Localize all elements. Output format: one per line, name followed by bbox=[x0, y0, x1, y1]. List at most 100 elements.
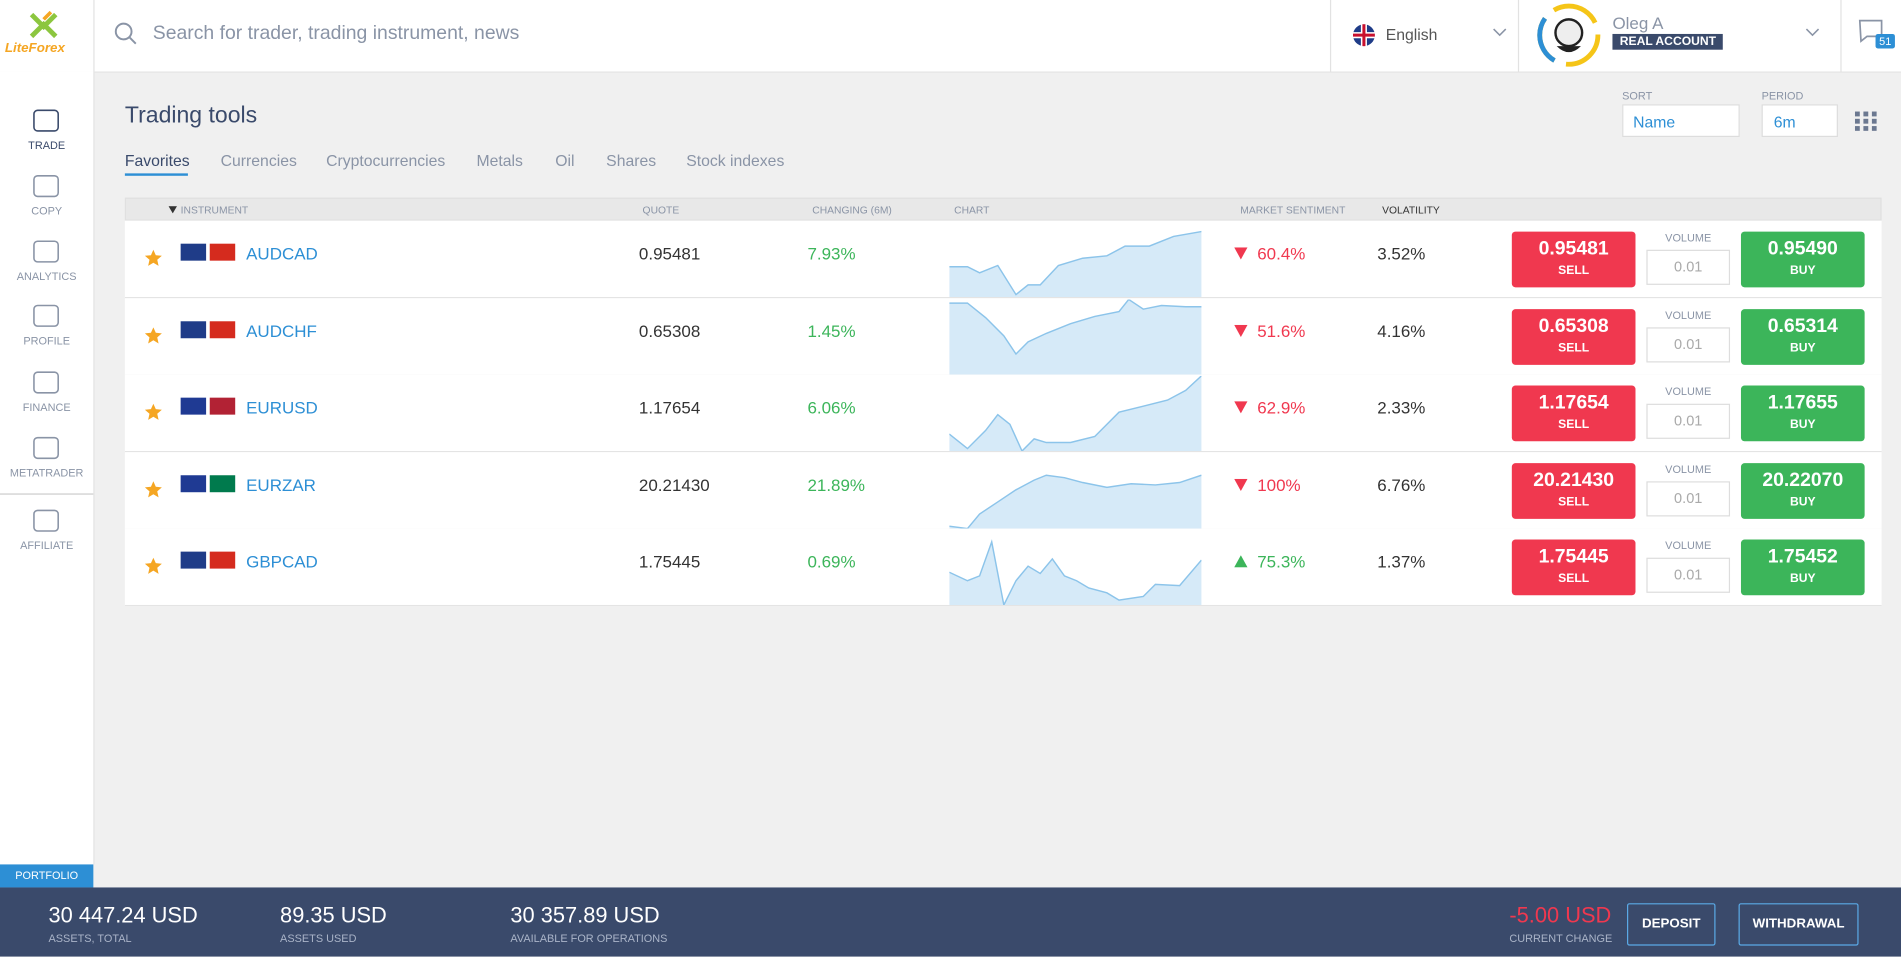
volume-label: VOLUME bbox=[1665, 462, 1712, 475]
user-name[interactable]: Oleg A bbox=[1612, 13, 1664, 33]
column-header: CHART bbox=[954, 203, 990, 216]
nav-icon bbox=[33, 175, 59, 198]
portfolio-tab[interactable]: PORTFOLIO bbox=[0, 864, 94, 888]
nav-item[interactable]: AFFILIATE bbox=[20, 539, 74, 552]
nav-item[interactable]: TRADE bbox=[28, 139, 66, 152]
sell-button[interactable]: 1.75445 SELL bbox=[1511, 539, 1636, 596]
current-change: -5.00 USD bbox=[1509, 903, 1612, 928]
divider bbox=[1517, 0, 1520, 72]
quote: 1.75445 bbox=[638, 551, 701, 572]
language[interactable]: English bbox=[1385, 25, 1438, 44]
current-change-label: CURRENT CHANGE bbox=[1509, 932, 1613, 945]
sentiment-arrow bbox=[1234, 247, 1248, 260]
stat-label: ASSETS USED bbox=[280, 932, 357, 945]
volume-input[interactable]: 0.01 bbox=[1646, 249, 1731, 285]
sell-button[interactable]: 0.95481 SELL bbox=[1511, 231, 1636, 288]
period-select[interactable]: 6m bbox=[1761, 104, 1838, 137]
grid-view-icon[interactable] bbox=[1854, 111, 1877, 131]
sparkline bbox=[949, 539, 1202, 605]
sell-button[interactable]: 0.65308 SELL bbox=[1511, 308, 1636, 365]
buy-price: 0.65314 bbox=[1767, 315, 1838, 337]
tab[interactable]: Oil bbox=[555, 151, 575, 170]
nav-icon bbox=[33, 371, 59, 394]
chevron bbox=[1805, 28, 1820, 37]
volume-input[interactable]: 0.01 bbox=[1646, 403, 1731, 439]
divider bbox=[93, 0, 95, 72]
buy-label: BUY bbox=[1789, 572, 1816, 586]
instrument-name[interactable]: GBPCAD bbox=[246, 551, 318, 572]
search-input[interactable]: Search for trader, trading instrument, n… bbox=[152, 23, 520, 44]
nav-item[interactable]: ANALYTICS bbox=[16, 270, 77, 283]
instrument-name[interactable]: AUDCAD bbox=[246, 243, 318, 264]
favorite-star[interactable] bbox=[144, 403, 162, 421]
footer-button[interactable]: WITHDRAWAL bbox=[1738, 903, 1859, 946]
volume-label: VOLUME bbox=[1665, 308, 1712, 321]
buy-button[interactable]: 1.75452 BUY bbox=[1740, 539, 1865, 596]
sort-label: SORT bbox=[1622, 89, 1653, 102]
divider bbox=[1329, 0, 1332, 72]
sell-label: SELL bbox=[1558, 495, 1590, 509]
sidebar: TRADE COPY ANALYTICS PROFILE FINANCE METATRAD… bbox=[0, 71, 95, 865]
favorite-star[interactable] bbox=[144, 479, 162, 497]
sell-button[interactable]: 1.17654 SELL bbox=[1511, 385, 1636, 442]
account-badge: REAL ACCOUNT bbox=[1612, 33, 1724, 50]
change: 1.45% bbox=[807, 320, 856, 341]
favorite-star[interactable] bbox=[144, 249, 162, 267]
tab[interactable]: Cryptocurrencies bbox=[326, 151, 446, 170]
buy-price: 20.22070 bbox=[1762, 469, 1844, 491]
tab[interactable]: Metals bbox=[476, 151, 523, 170]
nav-item[interactable]: METATRADER bbox=[9, 466, 84, 479]
quote: 1.17654 bbox=[638, 397, 701, 418]
change: 0.69% bbox=[807, 551, 856, 572]
volume-input[interactable]: 0.01 bbox=[1646, 557, 1731, 593]
instrument-name[interactable]: EURUSD bbox=[246, 397, 318, 418]
flag bbox=[209, 551, 236, 569]
chat-icon[interactable] bbox=[1858, 19, 1886, 43]
buy-button[interactable]: 20.22070 BUY bbox=[1740, 462, 1865, 519]
buy-button[interactable]: 0.65314 BUY bbox=[1740, 308, 1865, 365]
sell-price: 1.75445 bbox=[1538, 546, 1609, 568]
sentiment: 75.3% bbox=[1257, 551, 1306, 572]
sort-select[interactable]: Name bbox=[1622, 104, 1740, 137]
stat-label: ASSETS, TOTAL bbox=[48, 932, 132, 945]
notification-count: 51 bbox=[1875, 33, 1895, 49]
buy-label: BUY bbox=[1789, 264, 1816, 278]
table-header bbox=[124, 197, 1882, 221]
nav-item[interactable]: COPY bbox=[31, 204, 63, 218]
sparkline bbox=[949, 473, 1202, 528]
nav-item[interactable]: FINANCE bbox=[22, 401, 71, 414]
column-header: INSTRUMENT bbox=[180, 203, 249, 216]
footer-button[interactable]: DEPOSIT bbox=[1627, 903, 1716, 946]
favorite-star[interactable] bbox=[144, 556, 162, 574]
volume-label: VOLUME bbox=[1665, 539, 1712, 552]
logo-icon bbox=[29, 10, 58, 39]
favorite-star[interactable] bbox=[144, 326, 162, 344]
logo-text: LiteForex bbox=[4, 41, 65, 56]
sentiment: 60.4% bbox=[1257, 243, 1306, 264]
volume-input[interactable]: 0.01 bbox=[1646, 480, 1731, 516]
stat-value: 30 447.24 USD bbox=[48, 903, 198, 928]
tab[interactable]: Stock indexes bbox=[686, 151, 785, 170]
instrument-name[interactable]: EURZAR bbox=[246, 474, 316, 495]
buy-button[interactable]: 1.17655 BUY bbox=[1740, 385, 1865, 442]
buy-price: 1.17655 bbox=[1767, 392, 1838, 414]
divider bbox=[0, 493, 94, 495]
sell-button[interactable]: 20.21430 SELL bbox=[1511, 462, 1636, 519]
tab[interactable]: Favorites bbox=[124, 151, 190, 170]
flag bbox=[180, 551, 207, 569]
sentiment: 62.9% bbox=[1257, 397, 1306, 418]
nav-item[interactable]: PROFILE bbox=[23, 334, 71, 347]
tab[interactable]: Currencies bbox=[220, 151, 297, 170]
buy-button[interactable]: 0.95490 BUY bbox=[1740, 231, 1865, 288]
buy-price: 0.95490 bbox=[1767, 238, 1838, 260]
volatility: 4.16% bbox=[1377, 320, 1426, 341]
instrument-name[interactable]: AUDCHF bbox=[246, 320, 317, 341]
sentiment: 100% bbox=[1257, 474, 1301, 495]
nav-icon bbox=[33, 436, 59, 460]
volume-input[interactable]: 0.01 bbox=[1646, 326, 1731, 362]
volume-label: VOLUME bbox=[1665, 231, 1712, 244]
nav-icon bbox=[33, 240, 59, 263]
volume-label: VOLUME bbox=[1665, 385, 1712, 398]
tab[interactable]: Shares bbox=[606, 151, 657, 170]
